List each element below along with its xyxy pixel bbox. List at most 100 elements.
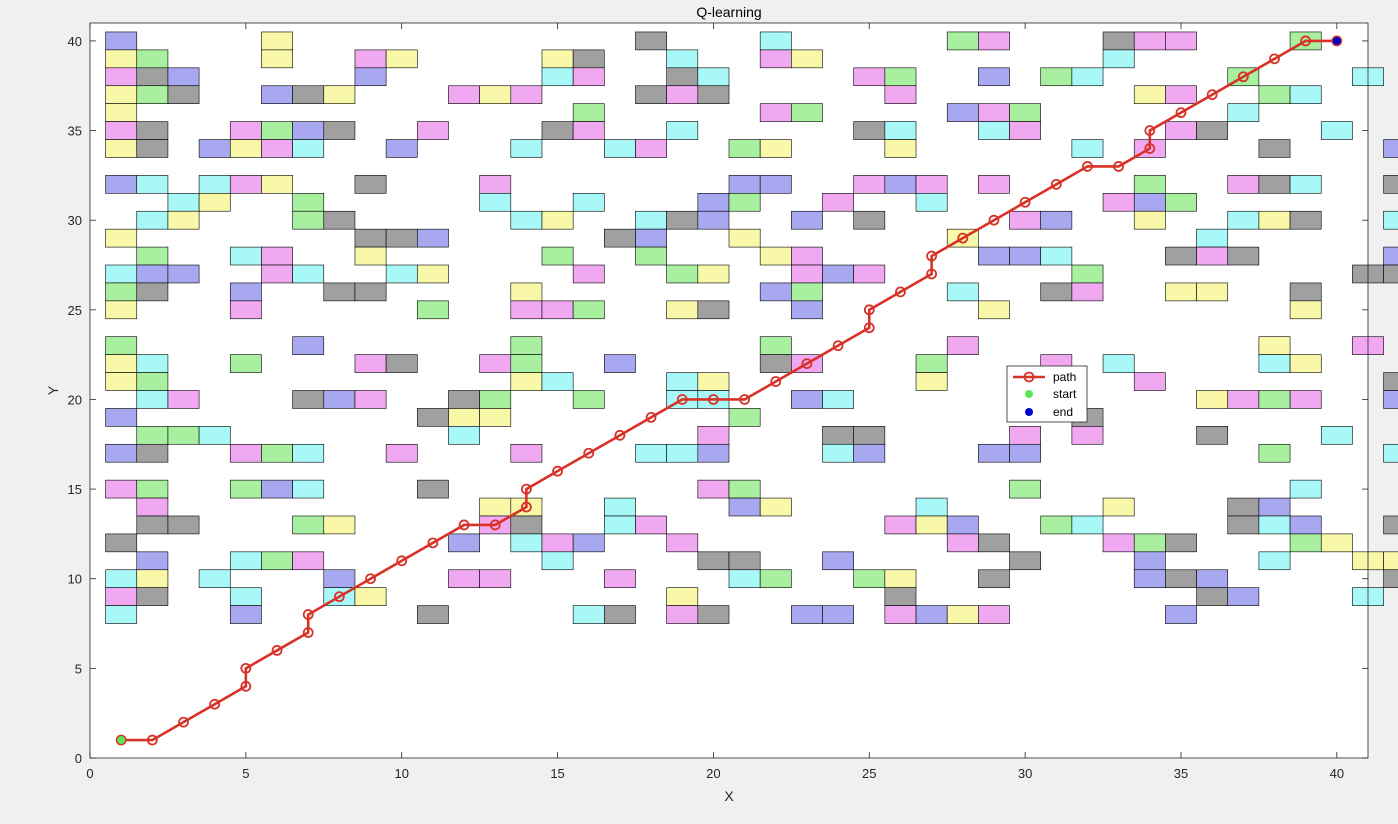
obstacle-cell — [915, 372, 948, 391]
obstacle-cell — [136, 210, 169, 230]
obstacle-cell — [105, 121, 138, 140]
obstacle-cell — [915, 515, 948, 535]
obstacle-cell — [261, 551, 293, 571]
obstacle-cell — [136, 354, 169, 373]
path-point — [489, 519, 501, 531]
obstacle-cell — [1258, 443, 1291, 463]
obstacle-cell — [791, 210, 823, 230]
obstacle-cell — [354, 228, 387, 248]
legend-start-marker — [1025, 390, 1033, 398]
obstacle-cell — [1040, 282, 1073, 302]
obstacle-cell — [697, 605, 730, 624]
obstacle-cell — [697, 443, 730, 463]
obstacle-cell — [136, 372, 169, 391]
obstacle-cell — [759, 175, 792, 194]
obstacle-cell — [136, 390, 169, 409]
obstacle-cell — [479, 569, 512, 588]
obstacle-cell — [822, 443, 854, 463]
obstacle-cell — [915, 605, 948, 624]
obstacle-cell — [167, 193, 200, 212]
path-line — [121, 39, 1337, 742]
obstacle-cell — [323, 282, 356, 302]
obstacle-cell — [541, 121, 574, 140]
obstacle-cell — [198, 426, 231, 445]
obstacle-cell — [884, 121, 917, 140]
path-point — [302, 627, 314, 638]
path-point — [520, 483, 532, 495]
obstacle-cell — [1227, 497, 1260, 517]
path-point — [458, 519, 470, 531]
path-point — [926, 250, 938, 262]
obstacle-cell — [354, 175, 387, 194]
obstacle-cell — [1227, 587, 1260, 606]
obstacle-cell — [1009, 103, 1042, 122]
obstacle-cell — [1040, 67, 1073, 87]
obstacle-cell — [572, 67, 605, 87]
obstacle-cell — [292, 515, 325, 535]
obstacle-cell — [1196, 569, 1229, 588]
obstacle-cell — [510, 336, 543, 355]
obstacle-cell — [1289, 210, 1322, 230]
obstacle-cell — [229, 354, 262, 373]
obstacle-cell — [1258, 210, 1291, 230]
path-point — [520, 501, 532, 513]
obstacle-cell — [604, 497, 636, 517]
obstacle-cell — [136, 139, 169, 158]
obstacle-cell — [105, 103, 138, 122]
obstacle-cell — [635, 228, 667, 248]
obstacle-cell — [261, 479, 293, 499]
obstacle-cell — [541, 49, 574, 69]
obstacle-cell — [105, 31, 138, 51]
obstacle-cell — [198, 175, 231, 194]
path-point — [801, 358, 813, 370]
obstacle-cell — [105, 443, 138, 463]
obstacle-cell — [1009, 121, 1042, 140]
obstacle-cell — [1227, 103, 1260, 122]
obstacle-cell — [105, 300, 138, 320]
obstacle-cell — [1102, 193, 1135, 212]
path-point — [240, 662, 252, 674]
path-point — [583, 447, 595, 459]
obstacle-cell — [853, 569, 886, 588]
path-point — [333, 591, 345, 603]
obstacle-cell — [728, 479, 761, 499]
obstacle-cell — [1289, 390, 1322, 409]
obstacle-cell — [510, 210, 543, 230]
obstacle-cell — [666, 264, 699, 284]
obstacle-cell — [136, 121, 169, 140]
path-point — [1019, 196, 1031, 208]
obstacle-cell — [822, 426, 854, 445]
obstacle-cell — [261, 246, 293, 266]
obstacle-cell — [448, 85, 480, 104]
obstacle-cell — [198, 569, 231, 588]
obstacle-cell — [261, 49, 293, 69]
obstacle-cell — [323, 210, 356, 230]
obstacle-cell — [323, 390, 356, 409]
obstacle-cell — [479, 193, 512, 212]
obstacle-cell — [229, 300, 262, 320]
obstacle-cell — [105, 533, 138, 553]
obstacle-cell — [385, 228, 418, 248]
obstacle-cell — [1258, 354, 1291, 373]
path-point — [1237, 71, 1249, 83]
y-tick-label: 10 — [68, 572, 82, 587]
legend: path start end — [1006, 365, 1088, 423]
obstacle-cell — [759, 282, 792, 302]
x-tick-label: 10 — [394, 766, 408, 781]
obstacle-cell — [510, 139, 543, 158]
obstacle-cell — [416, 121, 449, 140]
obstacle-cell — [697, 210, 730, 230]
obstacle-cell — [978, 246, 1010, 266]
obstacle-cell — [136, 85, 169, 104]
obstacle-cell — [666, 85, 699, 104]
obstacle-cell — [1227, 515, 1260, 535]
obstacle-cell — [167, 210, 200, 230]
obstacle-cell — [946, 103, 979, 122]
obstacle-cell — [1383, 372, 1398, 391]
obstacle-cell — [354, 67, 387, 87]
obstacle-cell — [323, 85, 356, 104]
obstacle-cell — [853, 443, 886, 463]
obstacle-cell — [1133, 85, 1166, 104]
obstacle-cell — [136, 551, 169, 571]
